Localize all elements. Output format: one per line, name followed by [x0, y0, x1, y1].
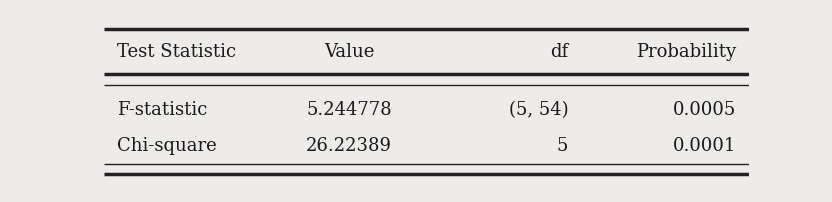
- Text: 5: 5: [557, 137, 568, 155]
- Text: Value: Value: [324, 43, 374, 61]
- Text: 5.244778: 5.244778: [306, 101, 392, 119]
- Text: 0.0001: 0.0001: [672, 137, 736, 155]
- Text: 26.22389: 26.22389: [306, 137, 392, 155]
- Text: Probability: Probability: [636, 43, 736, 61]
- Text: df: df: [550, 43, 568, 61]
- Text: (5, 54): (5, 54): [508, 101, 568, 119]
- Text: Test Statistic: Test Statistic: [116, 43, 236, 61]
- Text: F-statistic: F-statistic: [116, 101, 207, 119]
- Text: Chi-square: Chi-square: [116, 137, 216, 155]
- Text: 0.0005: 0.0005: [672, 101, 736, 119]
